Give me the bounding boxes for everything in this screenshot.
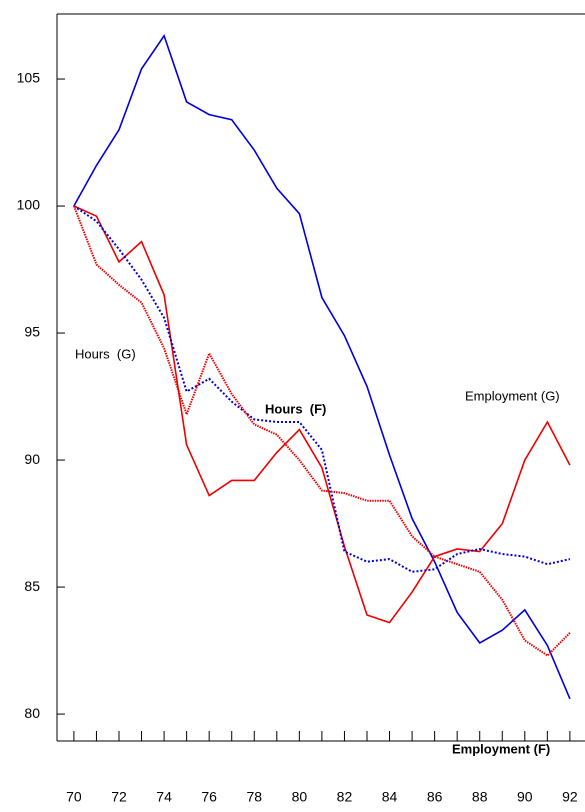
x-tick-label: 88 [472,789,488,805]
series-label: Employment (G) [465,388,560,403]
x-tick-label: 78 [246,789,262,805]
y-tick-label: 105 [17,70,41,86]
series-label: Hours (F) [265,401,326,416]
series-line [73,205,571,573]
x-tick-label: 80 [292,789,308,805]
y-tick-label: 90 [24,451,40,467]
x-tick-label: 70 [66,789,82,805]
x-tick-label: 90 [517,789,533,805]
x-tick-label: 86 [427,789,443,805]
series-line [72,205,571,657]
x-tick-label: 74 [156,789,172,805]
y-tick-label: 100 [17,197,41,213]
x-tick-label: 72 [111,789,127,805]
x-tick-label: 84 [382,789,398,805]
x-tick-label: 76 [201,789,217,805]
series-label: Employment (F) [452,741,550,756]
y-tick-label: 95 [24,324,40,340]
y-tick-label: 80 [24,705,40,721]
x-tick-label: 92 [562,789,578,805]
series-label: Hours (G) [75,346,136,361]
series-line [73,34,571,700]
x-tick-label: 82 [337,789,353,805]
y-tick-label: 85 [24,578,40,594]
series-line [73,205,571,624]
